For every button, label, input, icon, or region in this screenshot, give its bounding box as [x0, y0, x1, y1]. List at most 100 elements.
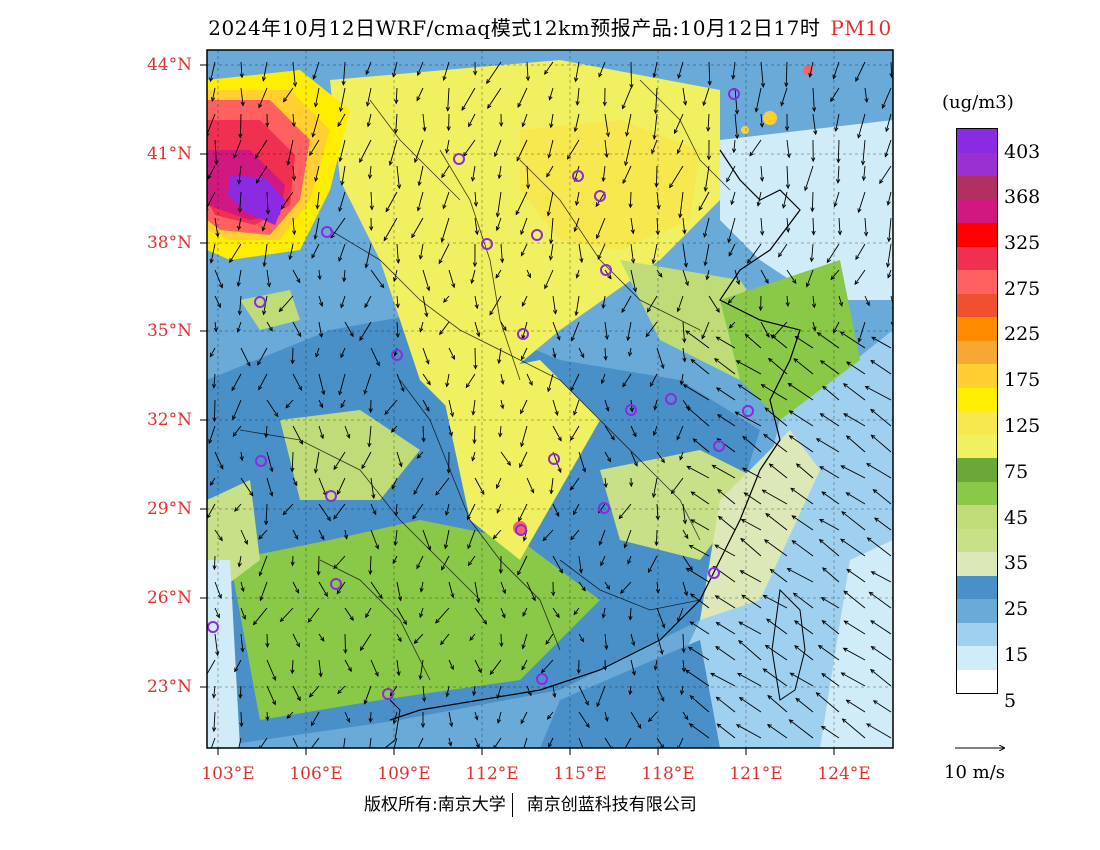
wind-vector-head [467, 561, 473, 567]
wind-vector [622, 165, 632, 184]
wind-vector-head [607, 457, 612, 463]
wind-vector-head [395, 333, 400, 339]
wind-vector-head [522, 611, 527, 617]
wind-vector-head [601, 177, 606, 183]
wind-vector [393, 711, 398, 724]
wind-vector-head [349, 332, 354, 338]
wind-vector-head [546, 714, 552, 720]
wind-vector [339, 87, 346, 112]
wind-vector-head [240, 647, 245, 653]
wind-vector-head [394, 99, 399, 105]
wind-vector [333, 555, 346, 569]
wind-vector-head [265, 643, 270, 648]
wind-vector [500, 399, 504, 409]
wind-vector [811, 191, 814, 212]
wind-vector [448, 659, 454, 670]
wind-vector-head [805, 282, 811, 288]
wind-vector [786, 217, 789, 233]
wind-vector [318, 321, 323, 337]
wind-vector-head [546, 211, 551, 217]
wind-vector [630, 711, 642, 729]
wind-vector-head [713, 358, 719, 363]
wind-vector-head [570, 535, 575, 541]
wind-vector [396, 607, 407, 625]
wind-vector [683, 384, 710, 401]
wind-vector-head [648, 568, 652, 574]
wind-vector [369, 711, 372, 723]
wind-vector-head [282, 510, 288, 516]
wind-vector-head [414, 158, 419, 164]
wind-vector-head [252, 620, 258, 626]
wind-vector-head [315, 352, 320, 358]
wind-vector-head [766, 618, 771, 623]
wind-vector [292, 555, 294, 566]
wind-vector-head [492, 534, 498, 540]
wind-vector [292, 477, 298, 486]
wind-vector [689, 545, 710, 557]
wind-vector [870, 360, 892, 375]
wind-vector [844, 620, 866, 635]
wind-vector [870, 409, 892, 427]
wind-vector-head [575, 273, 580, 279]
wind-vector [292, 217, 295, 235]
wind-vector-head [727, 299, 733, 304]
wind-vector-head [754, 107, 759, 113]
wind-vector-head [658, 272, 663, 278]
wind-vector [435, 607, 450, 624]
wind-vector-head [240, 101, 245, 107]
wind-vector [740, 570, 762, 583]
wind-vector-head [598, 72, 603, 78]
wind-vector [266, 191, 269, 214]
wind-vector [211, 87, 216, 102]
wind-vector-head [266, 282, 272, 288]
legend-label: 25 [1004, 598, 1029, 620]
wind-vector [819, 466, 840, 479]
wind-vector-head [438, 259, 443, 265]
wind-vector-head [416, 206, 421, 212]
lat-label: 23°N [146, 677, 192, 697]
wind-vector-head [238, 694, 243, 699]
wind-vector-head [698, 206, 703, 211]
wind-vector-head [422, 697, 427, 703]
wind-vector [653, 113, 658, 139]
wind-vector-head [762, 668, 768, 673]
wind-vector [370, 503, 377, 515]
wind-vector [448, 737, 452, 746]
wind-vector-head [702, 101, 707, 107]
wind-vector [749, 139, 762, 156]
wind-vector-head [714, 595, 720, 600]
wind-vector-head [596, 234, 601, 240]
wind-vector-head [843, 590, 849, 595]
wind-vector-head [679, 455, 684, 461]
wind-vector-head [441, 173, 446, 179]
wind-vector [655, 87, 658, 114]
wind-vector-head [715, 621, 721, 627]
wind-vector [500, 243, 503, 263]
wind-vector-head [793, 620, 799, 625]
wind-vector-head [832, 74, 837, 80]
wind-vector [517, 555, 528, 575]
wind-vector-head [621, 104, 626, 110]
wind-vector-head [236, 327, 241, 333]
wind-vector [360, 633, 372, 651]
wind-vector [489, 295, 502, 316]
wind-vector [262, 61, 268, 81]
wind-vector [648, 555, 658, 573]
wind-vector [526, 477, 535, 493]
wind-vector [738, 640, 762, 661]
wind-vector-head [392, 277, 398, 283]
wind-vector [573, 503, 580, 515]
wind-vector-head [547, 387, 552, 393]
wind-vector-head [219, 464, 224, 470]
wind-vector-head [237, 179, 242, 185]
wind-vector-head [845, 699, 851, 704]
wind-vector-head [552, 693, 557, 699]
wind-vector-head [308, 692, 314, 698]
wind-vector-head [766, 724, 772, 729]
wind-vector [500, 451, 511, 466]
legend-label: 45 [1004, 507, 1029, 529]
wind-vector [520, 399, 528, 414]
wind-vector [578, 711, 590, 728]
wind-vector-head [359, 646, 365, 652]
wind-vector-head [435, 490, 440, 496]
